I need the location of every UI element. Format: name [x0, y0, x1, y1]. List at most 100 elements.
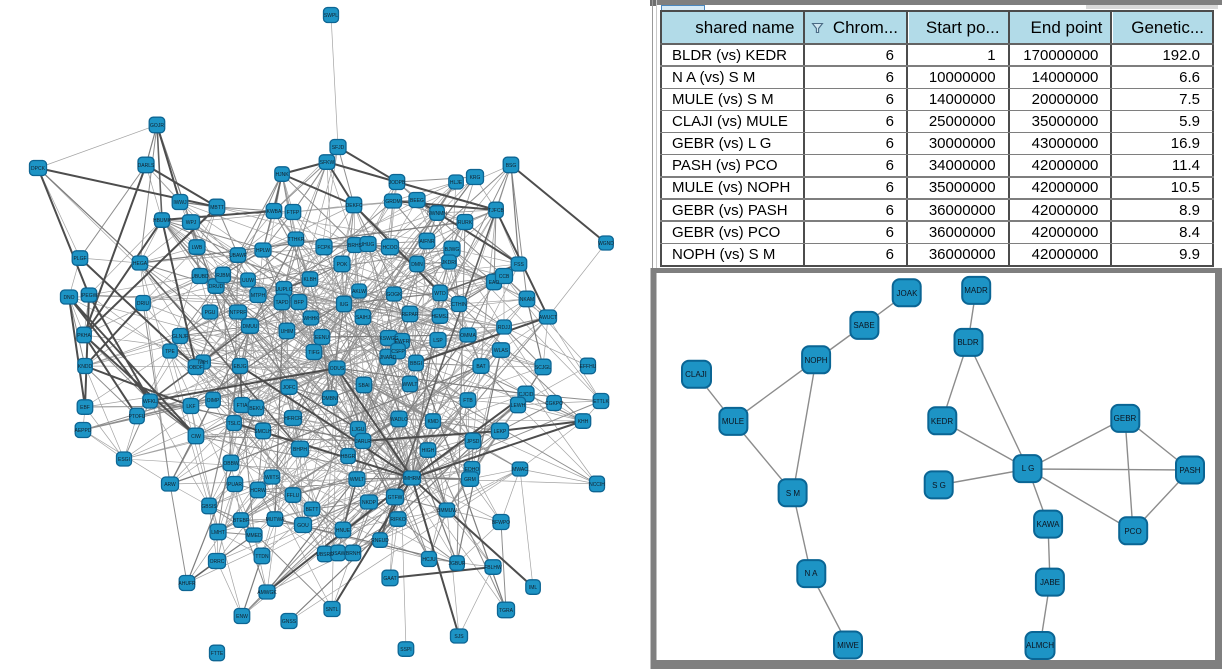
svg-text:DRIU: DRIU — [137, 301, 150, 307]
svg-text:BBGI: BBGI — [410, 361, 422, 367]
svg-text:FTIA: FTIA — [237, 403, 248, 409]
svg-text:TGRA: TGRA — [499, 608, 514, 614]
svg-text:SNTL: SNTL — [326, 607, 339, 613]
svg-text:GAAT: GAAT — [383, 576, 396, 582]
svg-text:HFRCR: HFRCR — [284, 416, 302, 422]
svg-text:HCJU: HCJU — [422, 557, 436, 563]
svg-text:FBLHW: FBLHW — [484, 565, 502, 571]
svg-text:ODUS: ODUS — [330, 366, 345, 372]
svg-text:UBAWF: UBAWF — [229, 253, 247, 259]
svg-text:BSG: BSG — [506, 163, 517, 169]
svg-text:GOU: GOU — [297, 523, 309, 529]
svg-text:UHIM: UHIM — [281, 329, 294, 335]
svg-text:WTD: WTD — [434, 291, 446, 297]
svg-text:WWLT: WWLT — [403, 382, 418, 388]
svg-text:KRG: KRG — [470, 175, 481, 181]
svg-text:DARLS: DARLS — [138, 163, 155, 169]
svg-text:KNDD: KNDD — [78, 364, 93, 370]
svg-text:CSFP: CSFP — [391, 349, 405, 355]
svg-text:GTFW: GTFW — [388, 495, 403, 501]
svg-text:ETTLK: ETTLK — [593, 399, 609, 405]
svg-text:FCPK: FCPK — [317, 245, 331, 251]
svg-text:LMHT: LMHT — [211, 530, 225, 536]
svg-text:LEKP: LEKP — [494, 429, 507, 435]
svg-text:EAO: EAO — [489, 280, 500, 286]
svg-text:FTFP: FTFP — [287, 210, 300, 216]
svg-text:NKDP: NKDP — [362, 500, 377, 506]
svg-text:KMD: KMD — [427, 419, 439, 425]
svg-text:WHHK: WHHK — [303, 316, 319, 322]
svg-text:SCJGL: SCJGL — [535, 365, 551, 371]
svg-text:EBF: EBF — [80, 405, 90, 411]
svg-text:WGND: WGND — [598, 241, 614, 247]
svg-text:BTEBF: BTEBF — [233, 518, 249, 524]
svg-text:EBJG: EBJG — [233, 364, 246, 370]
svg-text:HCOO: HCOO — [383, 245, 398, 251]
svg-text:SSPI: SSPI — [400, 647, 411, 653]
svg-text:TTDN: TTDN — [255, 554, 269, 560]
svg-text:JARLR: JARLR — [355, 439, 371, 445]
svg-text:MBTT: MBTT — [210, 205, 224, 211]
svg-text:N A: N A — [805, 569, 819, 578]
svg-text:S M: S M — [786, 489, 801, 498]
svg-text:KLBH: KLBH — [303, 277, 316, 283]
svg-text:BLDR: BLDR — [957, 338, 979, 347]
svg-text:SFKW: SFKW — [320, 160, 335, 166]
svg-text:HEGA: HEGA — [133, 261, 148, 267]
svg-text:BRNH: BRNH — [346, 551, 361, 557]
svg-text:JKDRI: JKDRI — [442, 260, 456, 266]
svg-text:HIGH: HIGH — [422, 448, 435, 454]
svg-text:ENW: ENW — [236, 614, 248, 620]
svg-text:HLJE: HLJE — [450, 180, 463, 186]
svg-text:CGKPO: CGKPO — [545, 401, 563, 407]
svg-text:L G: L G — [1022, 464, 1035, 473]
svg-text:KEDR: KEDR — [931, 417, 953, 426]
svg-text:DNO: DNO — [63, 295, 74, 301]
svg-text:TJFCB: TJFCB — [488, 208, 504, 214]
svg-text:IUG: IUG — [340, 302, 349, 308]
svg-text:IPEGW: IPEGW — [81, 293, 98, 299]
svg-text:SAIHJ: SAIHJ — [356, 315, 371, 321]
svg-text:TSLC: TSLC — [228, 421, 241, 427]
svg-text:OBDF: OBDF — [189, 365, 203, 371]
svg-text:KWBA: KWBA — [267, 209, 282, 215]
svg-text:SWPL: SWPL — [324, 13, 338, 19]
svg-text:IHUG: IHUG — [362, 242, 375, 248]
svg-text:JABE: JABE — [1040, 578, 1060, 587]
svg-text:IML: IML — [529, 585, 538, 591]
svg-text:JOAK: JOAK — [897, 289, 919, 298]
svg-text:MWAC: MWAC — [512, 467, 528, 473]
svg-text:WLAS: WLAS — [494, 348, 509, 354]
svg-text:WFKL: WFKL — [143, 399, 157, 405]
svg-text:PLGF: PLGF — [73, 256, 86, 262]
svg-text:LSP: LSP — [433, 338, 443, 344]
svg-text:JNARD: JNARD — [380, 355, 397, 361]
svg-text:MADR: MADR — [964, 286, 988, 295]
svg-text:DPCK: DPCK — [31, 166, 46, 172]
svg-text:POK: POK — [337, 262, 348, 268]
svg-text:ESGI: ESGI — [118, 457, 130, 463]
svg-text:SJS: SJS — [454, 634, 464, 640]
svg-text:PCO: PCO — [1124, 527, 1141, 536]
svg-text:KHH: KHH — [578, 419, 589, 425]
svg-text:GOJR: GOJR — [150, 123, 164, 129]
svg-text:DMN: DMN — [411, 262, 423, 268]
svg-text:RJBM: RJBM — [216, 273, 230, 279]
svg-text:WIITS: WIITS — [265, 475, 280, 481]
svg-text:LEWH: LEWH — [511, 403, 526, 409]
svg-text:SMCLH: SMCLH — [254, 429, 272, 435]
svg-text:NOPH: NOPH — [804, 356, 827, 365]
svg-text:PASH: PASH — [1179, 466, 1200, 475]
svg-text:UBUBD: UBUBD — [191, 274, 209, 280]
svg-text:OMMA: OMMA — [460, 333, 476, 339]
svg-text:GRDM: GRDM — [385, 199, 400, 205]
svg-text:DMUU: DMUU — [243, 324, 258, 330]
svg-text:UBSRD: UBSRD — [316, 552, 334, 558]
svg-text:AMWGK: AMWGK — [257, 590, 277, 596]
svg-text:RNEUD: RNEUD — [371, 538, 389, 544]
svg-text:NTPRF: NTPRF — [230, 310, 247, 316]
svg-text:JGBUR: JGBUR — [449, 561, 466, 567]
svg-text:CTHIN: CTHIN — [451, 302, 467, 308]
svg-text:WMLT: WMLT — [350, 477, 364, 483]
svg-text:BMMUW: BMMUW — [437, 508, 457, 514]
